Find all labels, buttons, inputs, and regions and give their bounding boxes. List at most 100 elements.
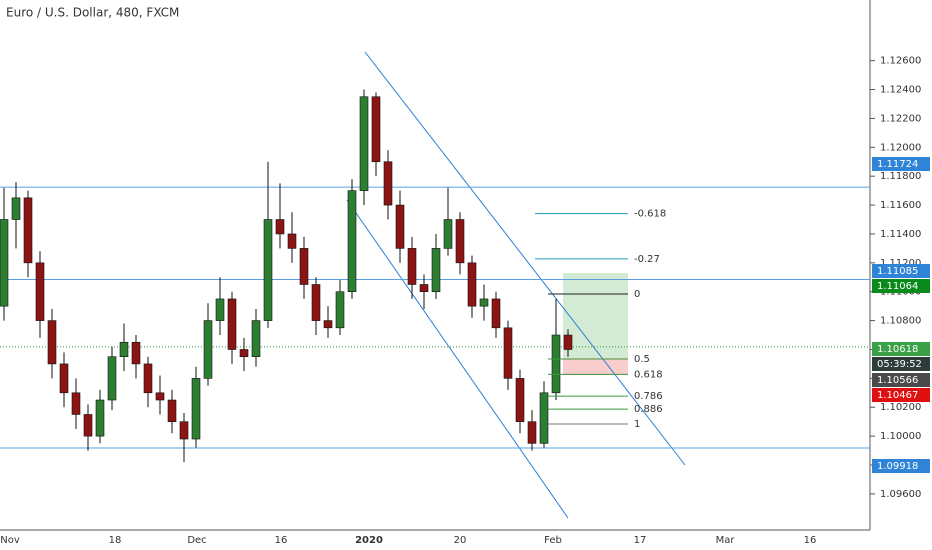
- candle-body: [395, 204, 405, 249]
- x-tick-label: 18: [109, 535, 122, 546]
- candle-body: [35, 262, 45, 321]
- y-tick-label: 1.11200: [880, 258, 921, 269]
- price-tag-label: 1.11085: [877, 266, 918, 277]
- y-tick-label: 1.11800: [880, 171, 921, 182]
- x-tick-label: 17: [634, 535, 647, 546]
- candle-body: [455, 219, 465, 264]
- price-tag-label: 05:39:52: [877, 359, 922, 370]
- candle-body: [383, 161, 393, 206]
- candle-body: [419, 284, 429, 293]
- price-tag: [872, 157, 930, 171]
- x-tick-label: 2020: [355, 535, 383, 546]
- candle-body: [527, 421, 537, 444]
- candle-body: [491, 298, 501, 329]
- price-tag-label: 1.10618: [877, 344, 918, 355]
- price-tag-label: 1.10467: [877, 390, 918, 401]
- candle-body: [467, 262, 477, 307]
- candle-body: [83, 414, 93, 437]
- candle-body: [551, 334, 561, 394]
- candle-body: [407, 248, 417, 285]
- candle-body: [47, 320, 57, 365]
- price-tag-label: 1.11724: [877, 159, 918, 170]
- candle-body: [539, 392, 549, 444]
- y-tick-label: 1.11600: [880, 200, 921, 211]
- stop-zone: [563, 358, 628, 375]
- candle-body: [503, 327, 513, 379]
- candle-body: [347, 190, 357, 293]
- fib-label: -0.618: [634, 209, 666, 220]
- fib-label: 0.618: [634, 369, 663, 380]
- fib-label: 0.5: [634, 354, 650, 365]
- candle-body: [191, 378, 201, 440]
- candle-body: [359, 96, 369, 191]
- price-tag-label: 1.09918: [877, 461, 918, 472]
- candle-body: [371, 96, 381, 163]
- candle-body: [215, 298, 225, 321]
- candle-body: [275, 219, 285, 235]
- chart-title: Euro / U.S. Dollar, 480, FXCM: [6, 6, 179, 20]
- candle-body: [263, 219, 273, 321]
- candle-body: [179, 421, 189, 440]
- x-tick-label: 16: [804, 535, 817, 546]
- fib-label: 1: [634, 419, 640, 430]
- candle-body: [167, 399, 177, 422]
- y-tick-label: 1.09600: [880, 489, 921, 500]
- price-tag: [872, 279, 930, 293]
- x-tick-label: Nov: [0, 535, 20, 546]
- candle-body: [11, 197, 21, 220]
- x-tick-label: Mar: [716, 535, 736, 546]
- y-tick-label: 1.10000: [880, 431, 921, 442]
- y-tick-label: 1.12400: [880, 85, 921, 96]
- candle-body: [563, 334, 573, 350]
- candle-body: [155, 392, 165, 401]
- candle-body: [95, 399, 105, 437]
- candle-body: [299, 248, 309, 285]
- fib-label: -0.27: [634, 254, 660, 265]
- candle-body: [0, 219, 9, 307]
- candle-body: [515, 378, 525, 422]
- candle-body: [119, 341, 129, 358]
- price-tag-label: 1.10566: [877, 375, 918, 386]
- y-tick-label: 1.12000: [880, 142, 921, 153]
- y-tick-label: 1.11400: [880, 229, 921, 240]
- y-tick-label: 1.10800: [880, 316, 921, 327]
- x-tick-label: 16: [275, 535, 288, 546]
- fib-label: 0.886: [634, 404, 663, 415]
- price-tag-label: 1.11064: [877, 281, 918, 292]
- candle-body: [431, 248, 441, 293]
- price-tag: [872, 357, 930, 371]
- candle-body: [443, 219, 453, 249]
- channel-lower: [346, 199, 569, 519]
- x-tick-label: 20: [454, 535, 467, 546]
- target-zone: [563, 273, 628, 358]
- y-tick-label: 1.10200: [880, 402, 921, 413]
- y-tick-label: 1.12200: [880, 113, 921, 124]
- candle-body: [107, 356, 117, 401]
- candle-body: [479, 298, 489, 307]
- y-tick-label: 1.12600: [880, 56, 921, 67]
- candle-body: [143, 363, 153, 394]
- candle-body: [131, 341, 141, 365]
- candle-body: [335, 291, 345, 329]
- fib-label: 0.786: [634, 391, 663, 402]
- candle-body: [323, 320, 333, 329]
- fib-label: 0: [634, 289, 640, 300]
- x-tick-label: Dec: [187, 535, 206, 546]
- candle-body: [239, 349, 249, 358]
- candle-body: [23, 197, 33, 264]
- price-tag: [872, 264, 930, 278]
- candle-body: [311, 284, 321, 321]
- x-tick-label: Feb: [544, 535, 562, 546]
- candle-body: [251, 320, 261, 358]
- candle-body: [59, 363, 69, 394]
- candle-body: [287, 233, 297, 249]
- candle-body: [227, 298, 237, 350]
- candle-body: [71, 392, 81, 415]
- price-tag: [872, 388, 930, 402]
- price-tag: [872, 459, 930, 473]
- price-tag: [872, 373, 930, 387]
- channel-upper: [364, 51, 686, 466]
- price-tag: [872, 342, 930, 356]
- candle-body: [203, 320, 213, 379]
